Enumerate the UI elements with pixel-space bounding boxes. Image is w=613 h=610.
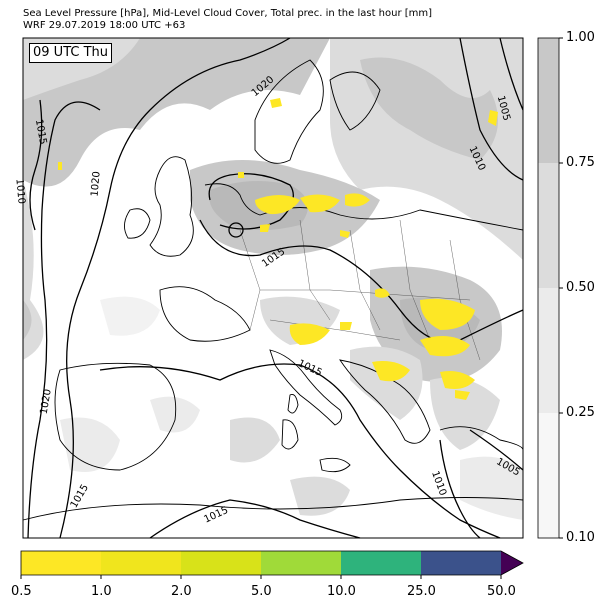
cloud-tick-label: 1.00 [566,30,595,45]
cloud-tick-label: 0.25 [566,405,595,420]
isobar-1015-south [99,363,501,539]
turkey-coast [439,426,524,451]
precip-tick-label: 5.0 [251,584,272,599]
precipitation-layer [58,98,498,400]
france-coast [159,286,251,342]
precip-colorbar [20,550,524,579]
isobar-1015-central [199,219,524,343]
north-africa-coast [22,497,524,521]
map-subtitle: WRF 29.07.2019 18:00 UTC +63 [23,20,186,31]
cloud-colorbar [537,37,563,539]
cloud-tick-label: 0.10 [566,530,595,545]
map-frame [22,37,524,539]
precip-tick-label: 0.5 [11,584,32,599]
iberia-coast [54,362,177,471]
map-title: Sea Level Pressure [hPa], Mid-Level Clou… [23,8,433,19]
isobar-1005-northeast [499,37,524,111]
sardinia-coast [281,419,299,450]
isobar-1015-africa [149,499,361,539]
isobar-1020-north [59,37,291,539]
country-borders [239,219,481,361]
italy-coast [269,349,343,426]
isobar-label: 1015 [33,118,48,145]
great-britain-coast [149,156,194,257]
finland-coast [329,71,381,131]
corsica-coast [287,394,299,414]
isobar-1010-aegean [439,439,481,539]
precip-tick-label: 2.0 [171,584,192,599]
precip-tick-label: 10.0 [327,584,356,599]
isobar-1005-turkey [469,429,524,471]
isobar-label: 1020 [39,388,54,415]
isobar-label: 1020 [89,171,102,197]
precip-tick-label: 50.0 [487,584,516,599]
isobar-1020-west [27,101,101,539]
sicily-coast [319,457,351,473]
scandinavia-coast [254,59,324,164]
precip-tick-label: 1.0 [91,584,112,599]
precip-tick-label: 25.0 [407,584,436,599]
isobar-1015-west [29,99,43,231]
ireland-coast [124,208,151,239]
isobar-low-center [228,222,244,238]
cloud-tick-label: 0.75 [566,155,595,170]
time-badge: 09 UTC Thu [29,43,112,63]
cloud-tick-label: 0.50 [566,280,595,295]
isobars [27,37,524,539]
isobar-1010-northeast [459,37,524,181]
isobar-label: 1010 [13,178,26,204]
